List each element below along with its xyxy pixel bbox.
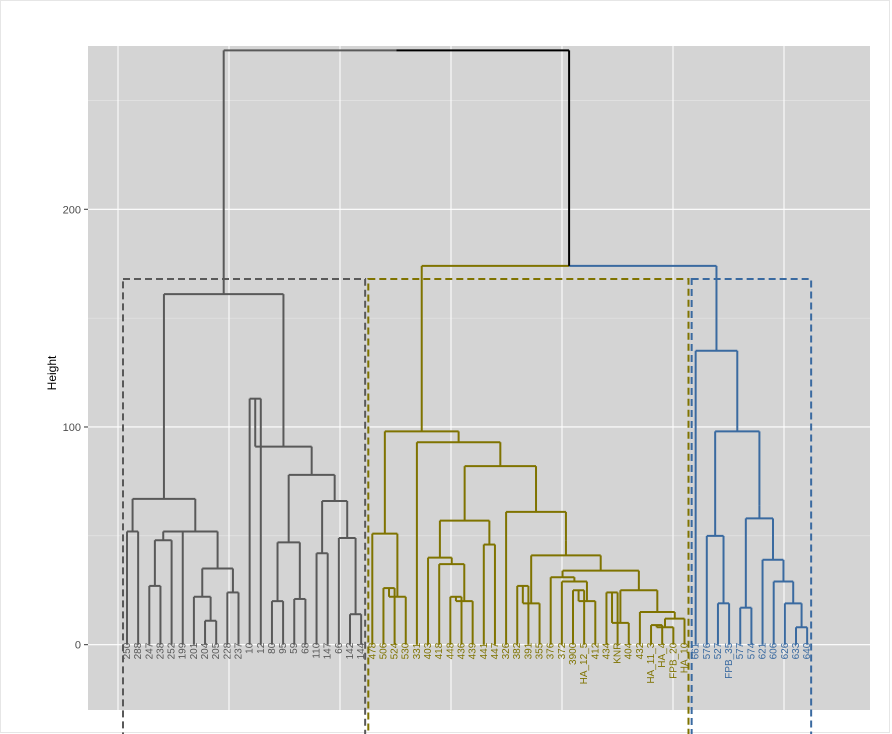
- leaf-label: 142: [345, 642, 356, 659]
- dendrogram-branches: [126, 49, 809, 645]
- leaf-label: HA_11_3: [646, 642, 657, 683]
- leaf-label: 66: [334, 642, 345, 654]
- leaf-label: 238: [155, 642, 166, 659]
- y-axis-title: Height: [45, 355, 59, 390]
- leaf-label: 199: [178, 642, 189, 659]
- leaf-label: HA_4: [657, 642, 668, 667]
- leaf-label: 331: [412, 642, 423, 659]
- leaf-labels: 250 288 247 238 252 199 201 204 205 228 237 10 12 80 9…: [122, 642, 813, 684]
- leaf-label: 574: [746, 642, 757, 659]
- leaf-label: 530: [401, 642, 412, 659]
- leaf-label: 633: [791, 642, 802, 659]
- leaf-label: 288: [133, 642, 144, 659]
- leaf-label: 439: [468, 642, 479, 659]
- leaf-label: 326: [501, 642, 512, 659]
- leaf-label: 576: [702, 642, 713, 659]
- leaf-label: 3900: [568, 642, 579, 665]
- leaf-label: 68: [300, 642, 311, 654]
- y-tick-label: 200: [63, 204, 81, 216]
- leaf-label: 228: [222, 642, 233, 659]
- leaf-label: 478: [367, 642, 378, 659]
- leaf-label: 12: [256, 642, 267, 654]
- y-axis: 0 100 200: [63, 204, 88, 652]
- leaf-label: 247: [144, 642, 155, 659]
- leaf-label: 110: [312, 642, 323, 658]
- leaf-label: 205: [211, 642, 222, 659]
- leaf-label: HA_10: [680, 642, 691, 673]
- leaf-label: 382: [512, 642, 523, 659]
- leaf-label: 577: [735, 642, 746, 659]
- leaf-label: 372: [557, 642, 568, 659]
- leaf-label: 376: [546, 642, 557, 659]
- leaf-label: 391: [523, 642, 534, 659]
- leaf-label: FPB_35: [724, 642, 735, 679]
- y-tick-label: 0: [75, 640, 81, 652]
- cluster-boxes: [122, 277, 813, 734]
- cluster-box: [690, 277, 813, 734]
- leaf-label: 448: [445, 642, 456, 659]
- leaf-label: 201: [189, 642, 200, 659]
- plot-panel: [88, 46, 870, 710]
- leaf-label: 661: [691, 642, 702, 659]
- leaf-label: 10: [245, 642, 256, 654]
- leaf-label: 436: [457, 642, 468, 659]
- leaf-label: 606: [769, 642, 780, 659]
- leaf-label: 626: [780, 642, 791, 659]
- leaf-label: KNR: [613, 643, 624, 664]
- leaf-label: 147: [323, 642, 334, 659]
- leaf-label: 252: [167, 642, 178, 659]
- leaf-label: 506: [378, 642, 389, 659]
- leaf-label: 527: [713, 642, 724, 659]
- cluster-box: [122, 277, 367, 734]
- leaf-label: 412: [590, 642, 601, 659]
- leaf-label: 524: [390, 642, 401, 659]
- leaf-label: 204: [200, 642, 211, 659]
- leaf-label: 59: [289, 642, 300, 654]
- leaf-label: 95: [278, 642, 289, 654]
- leaf-label: 621: [758, 642, 769, 659]
- leaf-label: 640: [802, 642, 813, 659]
- leaf-label: 80: [267, 642, 278, 654]
- leaf-label: 432: [635, 642, 646, 659]
- leaf-label: 404: [624, 642, 635, 659]
- leaf-label: 447: [490, 642, 501, 659]
- y-tick-label: 100: [63, 422, 81, 434]
- leaf-label: FPB_20: [668, 642, 679, 679]
- leaf-label: 237: [234, 642, 245, 659]
- leaf-label: 418: [434, 642, 445, 659]
- leaf-label: 144: [356, 642, 367, 659]
- leaf-label: 355: [535, 642, 546, 659]
- leaf-label: HA_12_5: [579, 642, 590, 684]
- leaf-label: 441: [479, 642, 490, 659]
- leaf-label: 434: [601, 642, 612, 659]
- leaf-label: 403: [423, 642, 434, 659]
- cluster-box: [367, 277, 690, 734]
- leaf-label: 250: [122, 642, 133, 659]
